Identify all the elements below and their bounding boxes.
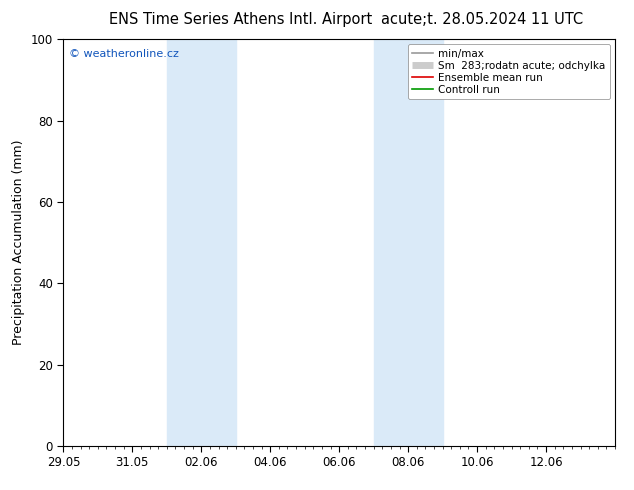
Text: ENS Time Series Athens Intl. Airport: ENS Time Series Athens Intl. Airport [109,12,373,27]
Legend: min/max, Sm  283;rodatn acute; odchylka, Ensemble mean run, Controll run: min/max, Sm 283;rodatn acute; odchylka, … [408,45,610,99]
Bar [373,39,443,446]
Y-axis label: Precipitation Accumulation (mm): Precipitation Accumulation (mm) [12,140,25,345]
Bar [167,39,236,446]
Text: acute;t. 28.05.2024 11 UTC: acute;t. 28.05.2024 11 UTC [381,12,583,27]
Text: © weatheronline.cz: © weatheronline.cz [69,49,179,59]
